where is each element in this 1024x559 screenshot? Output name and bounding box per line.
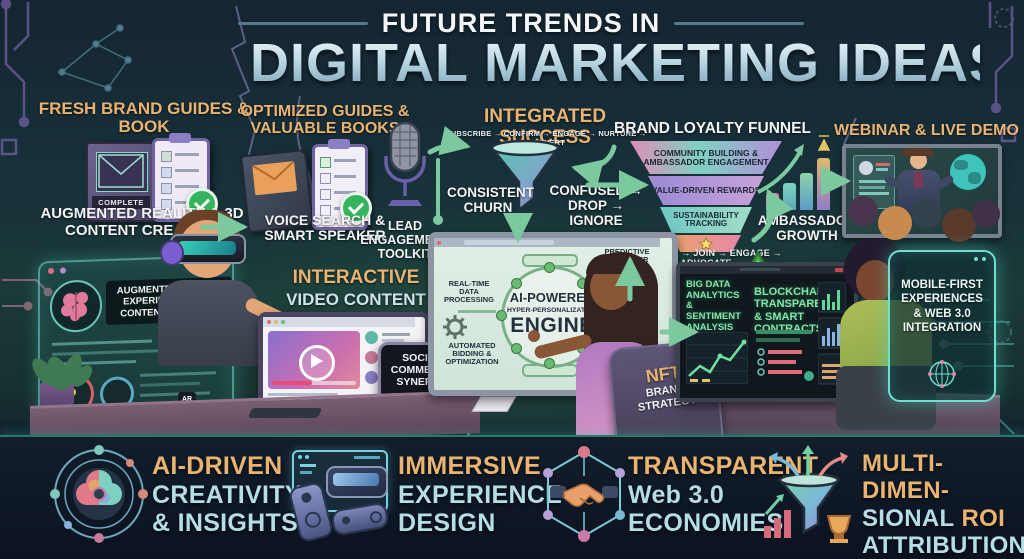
plant-icon xyxy=(32,353,93,390)
web3-network-icon xyxy=(928,360,956,388)
brand-loyalty-heading: BRAND LOYALTY FUNNEL xyxy=(614,120,811,137)
footer-immersive-line2: EXPERIENCE xyxy=(398,480,563,509)
footer-roi-line2a: SIONAL xyxy=(862,504,955,532)
interactive-video-heading-accent: INTERACTIVE xyxy=(292,267,420,288)
footer-immersive-line3: DESIGN xyxy=(398,509,496,537)
brain-icon xyxy=(50,279,102,334)
star-icon xyxy=(699,236,713,250)
brand-book-icon: COMPLETE xyxy=(86,142,160,222)
loyalty-tier-1: COMMUNITY BUILDING & AMBASSADOR ENGAGEME… xyxy=(630,141,782,174)
footer-item-roi: MULTI-DIMEN- SIONAL ROI ATTRIBUTION xyxy=(862,450,1024,559)
envelope-icon xyxy=(98,154,144,188)
growth-bar-chart xyxy=(757,135,836,210)
kicker-line-left xyxy=(238,22,368,25)
keyboard[interactable] xyxy=(247,408,323,418)
roi-funnel-icon xyxy=(764,445,852,543)
consistent-churn-label: CONSISTENT CHURN xyxy=(447,185,535,215)
optimized-guides-heading: OPTIMIZED GUIDES & VALUABLE BOOKS xyxy=(240,103,410,138)
footer-ai-line1: AI-DRIVEN xyxy=(152,452,283,480)
audience-head xyxy=(912,198,942,228)
fresh-brand-heading: FRESH BRAND GUIDES & BOOK xyxy=(38,99,250,137)
presenter-head xyxy=(910,152,927,169)
engine-line1: AI-POWERED xyxy=(509,290,595,305)
engine-node-tl: REAL-TIME DATA PROCESSING xyxy=(443,279,494,305)
webinar-heading: WEBINAR & LIVE DEMO xyxy=(834,122,1019,139)
footer-web3-line2: Web 3.0 xyxy=(628,480,725,509)
book-complete-label: COMPLETE xyxy=(92,196,150,209)
globe-icon xyxy=(950,154,986,190)
footer-item-ai: AI-DRIVEN CREATIVITY & INSIGHTS xyxy=(152,452,322,538)
footer-item-web3: TRANSPARENT Web 3.0 ECONOMIES xyxy=(628,452,818,538)
brain-network-icon xyxy=(50,445,148,543)
webinar-screen xyxy=(842,144,1002,238)
voice-search-heading: VOICE SEARCH & SMART SPEAKER xyxy=(264,212,386,244)
microphone-icon xyxy=(384,121,426,206)
audience-head xyxy=(878,206,912,240)
mobile-first-label: MOBILE-FIRST EXPERIENCES & WEB 3.0 INTEG… xyxy=(901,279,983,335)
engine-node-bl: AUTOMATED BIDDING & OPTIMIZATION xyxy=(445,341,499,367)
vr-user-body xyxy=(158,280,258,366)
loyalty-tier-2: VALUE-DRIVEN REWARDS xyxy=(648,176,764,205)
vr-goggles-icon xyxy=(326,466,388,498)
footer-ai-line3: & INSIGHTS xyxy=(152,509,299,537)
footer-roi-line2b: ROI xyxy=(961,504,1006,532)
footer-roi-line3: ATTRIBUTION xyxy=(862,532,1024,559)
footer-band xyxy=(0,435,1024,559)
footer-roi-line1: MULTI-DIMEN- xyxy=(862,450,950,505)
growth-arrow-icon xyxy=(757,135,831,194)
headphone-icon xyxy=(160,240,184,266)
vr-controllers-icon xyxy=(287,450,392,544)
mobile-panel: MOBILE-FIRST EXPERIENCES & WEB 3.0 INTEG… xyxy=(888,250,996,402)
guide-book-icon xyxy=(240,148,314,234)
lead-toolkit-label: LEAD ENGAGEMENT TOOLKIT xyxy=(360,219,450,261)
analytics-monitor: BIG DATA ANALYTICS & SENTIMENT ANALYSIS … xyxy=(676,262,858,402)
video-player[interactable] xyxy=(268,331,360,389)
loyalty-tier-3: SUSTAINABILITY TRACKING xyxy=(660,207,752,233)
handshake-network-icon xyxy=(543,446,625,542)
video-list-item[interactable] xyxy=(365,331,413,347)
play-icon xyxy=(311,354,323,368)
funnel-icon xyxy=(489,139,561,213)
footer-ai-line2: CREATIVITY xyxy=(152,480,302,509)
page-title: DIGITAL MARKETING IDEAS xyxy=(250,33,1007,93)
gear-icon xyxy=(443,315,467,339)
check-icon xyxy=(340,192,372,224)
envelope-icon xyxy=(252,161,295,181)
audience-head xyxy=(972,200,1000,228)
title-kicker-row: FUTURE TRENDS IN xyxy=(238,8,804,39)
kicker-line-right xyxy=(674,22,804,25)
audience-head xyxy=(848,196,878,226)
ar-panel: AUGMENTED REALITY EXPERIENCES & 3D CONTE… xyxy=(38,254,234,424)
audience-head xyxy=(942,208,976,242)
footer-item-immersive: IMMERSIVE EXPERIENCE DESIGN xyxy=(398,452,563,538)
footer-immersive-line1: IMMERSIVE xyxy=(398,452,541,480)
big-data-label: BIG DATA ANALYTICS & SENTIMENT ANALYSIS xyxy=(686,279,741,333)
loyalty-tier-4 xyxy=(671,235,741,252)
title-kicker: FUTURE TRENDS IN xyxy=(381,8,661,38)
line-chart-icon xyxy=(686,332,748,384)
footer-web3-line3: ECONOMIES xyxy=(628,509,784,537)
interactive-video-heading-rest: VIDEO CONTENT xyxy=(286,290,426,309)
token-rows-icon xyxy=(757,348,814,381)
engine-line2: HYPER-PERSONALIZATION xyxy=(506,307,598,314)
confused-drop-label: CONFUSED → DROP → IGNORE xyxy=(549,183,643,228)
